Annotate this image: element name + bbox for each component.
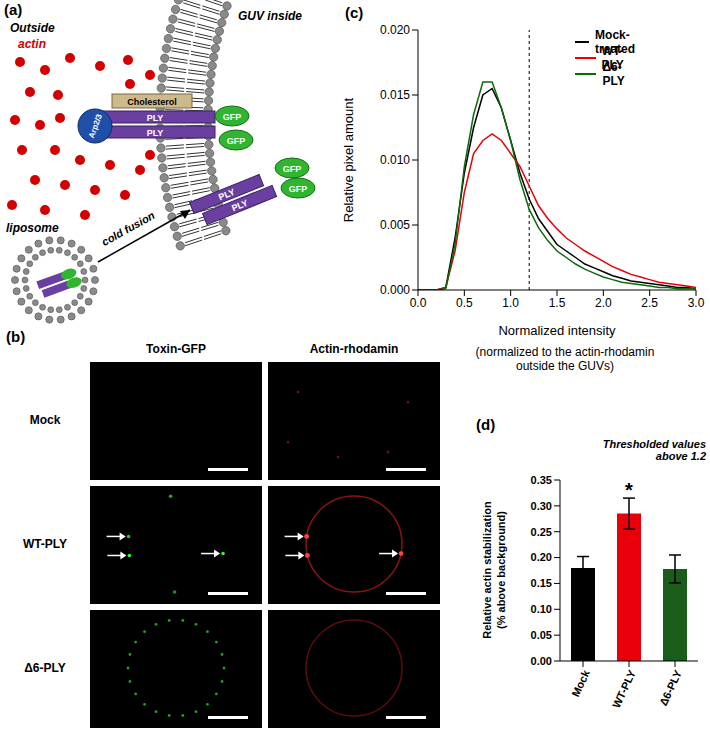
svg-text:0.30: 0.30 [531, 500, 552, 512]
svg-text:PLY: PLY [147, 113, 164, 123]
html-text:Δ6-PLY: Δ6-PLY [24, 661, 66, 675]
html-text:Toxin-GFP: Toxin-GFP [146, 342, 206, 356]
html-text:Mock: Mock [29, 413, 61, 427]
svg-text:liposome: liposome [6, 221, 59, 235]
svg-text:GFP: GFP [227, 136, 246, 146]
svg-text:0.25: 0.25 [531, 526, 552, 538]
svg-text:2.0: 2.0 [595, 296, 612, 310]
svg-text:0.000: 0.000 [380, 283, 410, 297]
svg-text:GUV inside: GUV inside [238, 9, 302, 23]
html-text:Relative actin stabilization (: Relative actin stabilization (% above ba… [481, 501, 507, 639]
svg-text:Outside: Outside [10, 21, 55, 35]
html-text:(normalized to the actin-rhoda: (normalized to the actin-rhodamin outsid… [475, 345, 655, 373]
svg-text:0.015: 0.015 [380, 88, 410, 102]
svg-text:0.0: 0.0 [410, 296, 427, 310]
svg-text:3.0: 3.0 [688, 296, 705, 310]
svg-text:0.020: 0.020 [380, 23, 410, 37]
svg-text:0.10: 0.10 [531, 603, 552, 615]
html-text:(d): (d) [476, 416, 496, 433]
svg-text:Δ6-PLY: Δ6-PLY [657, 667, 684, 707]
svg-text:cold fusion: cold fusion [99, 209, 156, 248]
html-text:Δ6-PLY: Δ6-PLY [602, 60, 625, 88]
svg-text:0.010: 0.010 [380, 153, 410, 167]
html-text:(b): (b) [6, 328, 26, 345]
svg-text:PLY: PLY [217, 187, 236, 203]
svg-text:0.35: 0.35 [531, 474, 552, 486]
svg-text:*: * [625, 479, 633, 501]
svg-text:1.5: 1.5 [549, 296, 566, 310]
svg-text:0.20: 0.20 [531, 551, 552, 563]
svg-text:1.0: 1.0 [502, 296, 519, 310]
svg-text:0.5: 0.5 [456, 296, 473, 310]
svg-text:GFP: GFP [223, 112, 242, 122]
html-text:WT-PLY: WT-PLY [601, 44, 624, 72]
svg-text:Arp2/3: Arp2/3 [87, 112, 104, 139]
svg-text:PLY: PLY [147, 128, 164, 138]
svg-text:0.15: 0.15 [531, 577, 552, 589]
svg-text:Mock: Mock [569, 667, 592, 698]
html-text:(c): (c) [345, 4, 364, 21]
svg-text:PLY: PLY [230, 198, 249, 214]
html-text:Actin-rhodamin: Actin-rhodamin [309, 342, 399, 356]
svg-text:Cholesterol: Cholesterol [127, 97, 177, 107]
svg-text:0.005: 0.005 [380, 218, 410, 232]
svg-text:(a): (a) [4, 1, 22, 18]
svg-text:GFP: GFP [283, 164, 302, 174]
svg-text:Normalized intensity: Normalized intensity [498, 323, 616, 338]
svg-text:Relative pixel amount: Relative pixel amount [341, 97, 356, 222]
svg-text:2.5: 2.5 [641, 296, 658, 310]
html-text:Thresholded values above 1.2: Thresholded values above 1.2 [602, 438, 706, 462]
svg-text:0.05: 0.05 [531, 629, 552, 641]
svg-text:actin: actin [18, 37, 46, 51]
svg-text:WT-PLY: WT-PLY [610, 667, 638, 709]
html-text:WT-PLY: WT-PLY [22, 537, 68, 551]
svg-text:GFP: GFP [289, 184, 308, 194]
svg-text:0.00: 0.00 [531, 655, 552, 667]
html-text:Mock-treated: Mock-treated [595, 28, 636, 56]
